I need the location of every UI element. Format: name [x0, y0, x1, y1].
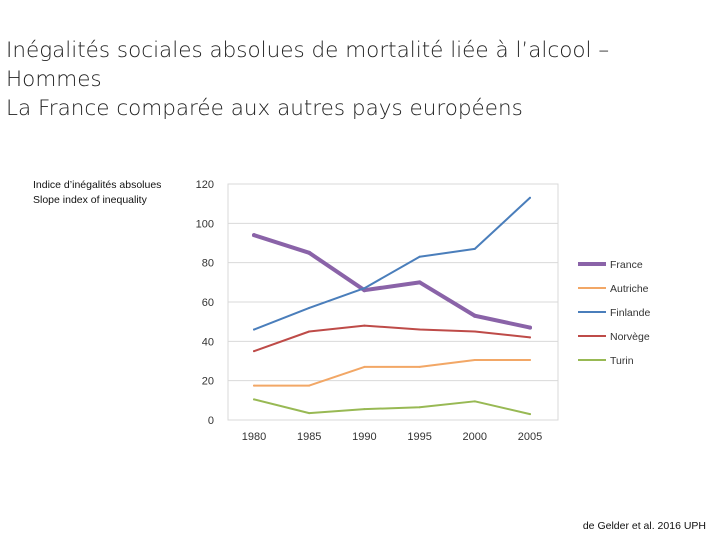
data-point	[418, 255, 421, 258]
data-point	[253, 398, 255, 401]
data-point	[308, 384, 311, 387]
y-tick-label: 120	[196, 179, 214, 191]
data-point	[528, 325, 532, 330]
data-point	[472, 313, 477, 318]
line-chart: 0 20 40 60 80 100 120 1980 1985 1990 1995 2000 2005 F…	[196, 179, 651, 443]
data-point	[363, 324, 366, 327]
legend-label: Finlande	[610, 307, 650, 319]
y-tick-label: 20	[202, 376, 214, 388]
series-line-finlande	[253, 196, 531, 331]
data-point	[253, 350, 255, 353]
y-axis-label-fr: Indice d’inégalités absolues	[33, 179, 162, 191]
data-point	[363, 365, 366, 368]
x-tick-label: 1985	[297, 431, 321, 443]
data-point	[473, 330, 476, 333]
y-tick-label: 80	[202, 258, 214, 270]
data-point	[308, 306, 311, 309]
data-point	[308, 330, 311, 333]
y-tick-label: 60	[202, 297, 214, 309]
data-point	[417, 280, 422, 285]
y-tick-label: 100	[196, 218, 214, 230]
legend-label: France	[610, 259, 643, 271]
x-tick-label: 1990	[352, 431, 376, 443]
data-point	[473, 359, 476, 362]
data-point	[529, 196, 531, 199]
y-axis-label-en: Slope index of inequality	[33, 194, 147, 206]
x-tick-label: 2005	[518, 431, 542, 443]
legend-label: Autriche	[610, 283, 649, 295]
data-point	[529, 336, 531, 339]
data-point	[473, 400, 476, 403]
data-point	[253, 384, 255, 387]
series-line-turin	[253, 398, 531, 416]
legend-label: Turin	[610, 355, 634, 367]
data-point	[418, 406, 421, 409]
data-point	[363, 408, 366, 411]
series-line-autriche	[253, 359, 531, 387]
title-line-3: La France comparée aux autres pays europ…	[6, 96, 523, 121]
title-line-1: Inégalités sociales absolues de mortalit…	[6, 38, 610, 63]
data-point	[418, 328, 421, 331]
y-tick-label: 0	[208, 415, 214, 427]
slide-title: Inégalités sociales absolues de mortalit…	[6, 36, 706, 123]
series-line-france	[252, 233, 532, 330]
source-citation: de Gelder et al. 2016 UPH	[582, 520, 706, 532]
data-point	[529, 413, 531, 416]
data-point	[252, 233, 256, 238]
x-tick-label: 1995	[407, 431, 431, 443]
data-point	[418, 365, 421, 368]
y-axis-label: Indice d’inégalités absolues Slope index…	[33, 178, 161, 208]
data-point	[363, 287, 366, 290]
data-point	[253, 328, 255, 331]
y-tick-label: 40	[202, 336, 214, 348]
data-point	[308, 412, 311, 415]
data-point	[473, 247, 476, 250]
data-point	[529, 359, 531, 362]
x-tick-label: 2000	[463, 431, 487, 443]
x-tick-label: 1980	[242, 431, 266, 443]
legend-label: Norvège	[610, 331, 650, 343]
data-point	[307, 250, 312, 255]
title-line-2: Hommes	[6, 67, 102, 92]
series-line-norvège	[253, 324, 531, 353]
